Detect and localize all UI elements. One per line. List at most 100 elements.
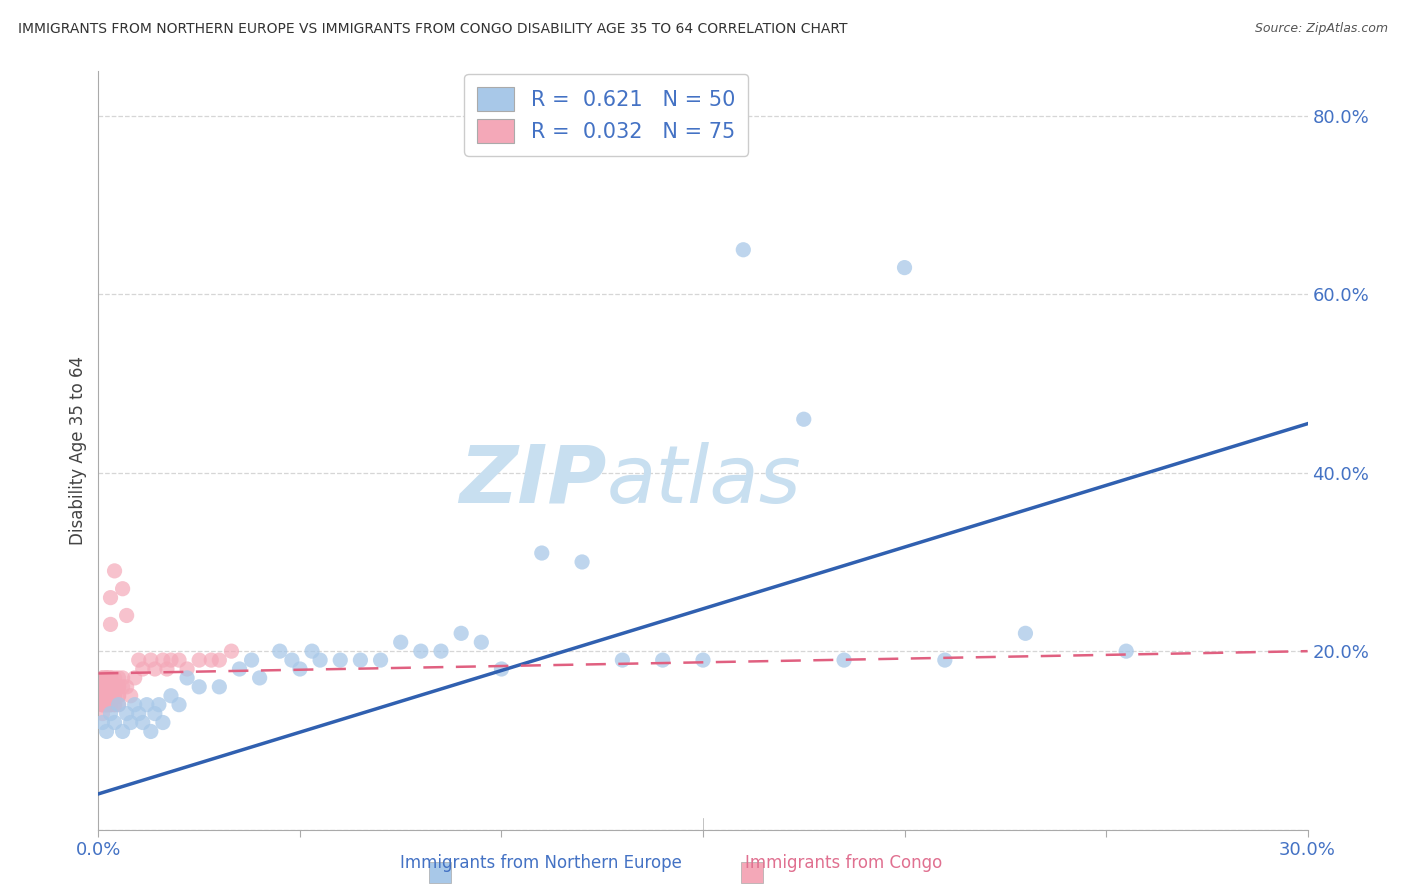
Point [188,653,211,667]
Point [96,680,118,694]
Point [107,680,129,694]
Point [120,715,142,730]
Point [1014,626,1036,640]
Point [389,635,412,649]
Point [91,671,114,685]
Point [188,680,211,694]
Point [111,680,134,694]
Point [103,698,125,712]
Point [96,698,118,712]
Point [100,698,122,712]
Point [103,689,125,703]
Point [103,689,125,703]
Point [103,698,125,712]
Point [111,724,134,739]
Point [934,653,956,667]
Point [91,698,114,712]
Point [115,706,138,721]
Point [107,689,129,703]
Point [491,662,513,676]
Point [115,680,138,694]
Point [107,689,129,703]
Point [156,662,179,676]
Point [430,644,453,658]
Point [208,653,231,667]
Point [571,555,593,569]
Point [96,671,118,685]
Point [143,706,166,721]
Point [167,653,190,667]
Point [148,698,170,712]
Point [91,706,114,721]
Text: Source: ZipAtlas.com: Source: ZipAtlas.com [1254,22,1388,36]
Point [128,653,150,667]
Text: Immigrants from Congo: Immigrants from Congo [745,855,942,872]
Point [96,689,118,703]
Point [288,662,311,676]
Point [96,680,118,694]
Point [107,698,129,712]
Point [135,698,157,712]
Point [96,689,118,703]
Point [96,698,118,712]
Point [470,635,492,649]
Point [370,653,392,667]
Point [100,591,122,605]
Point [143,662,166,676]
Legend: R =  0.621   N = 50, R =  0.032   N = 75: R = 0.621 N = 50, R = 0.032 N = 75 [464,74,748,155]
Point [111,671,134,685]
Point [100,706,122,721]
Point [96,671,118,685]
Point [832,653,855,667]
Point [115,608,138,623]
Point [100,689,122,703]
Point [450,626,472,640]
Point [103,671,125,685]
Point [100,671,122,685]
Point [100,680,122,694]
Point [139,653,162,667]
Point [100,698,122,712]
Point [91,671,114,685]
Point [893,260,915,275]
Point [240,653,263,667]
Point [409,644,432,658]
Point [100,680,122,694]
Y-axis label: Disability Age 35 to 64: Disability Age 35 to 64 [69,356,87,545]
Point [1115,644,1137,658]
Point [96,689,118,703]
Point [208,680,231,694]
Point [160,689,183,703]
Point [100,689,122,703]
Point [301,644,323,658]
Point [91,680,114,694]
Point [100,680,122,694]
Point [100,689,122,703]
Point [107,680,129,694]
Point [91,715,114,730]
Point [200,653,222,667]
Point [100,698,122,712]
Point [228,662,250,676]
Point [96,680,118,694]
Point [132,715,155,730]
Text: Immigrants from Northern Europe: Immigrants from Northern Europe [401,855,682,872]
Point [120,689,142,703]
Point [221,644,243,658]
Point [651,653,673,667]
Point [281,653,304,667]
Point [103,564,125,578]
Point [107,698,129,712]
Point [249,671,271,685]
Point [124,698,146,712]
Text: atlas: atlas [606,442,801,520]
Point [160,653,183,667]
Point [111,582,134,596]
Point [309,653,332,667]
Point [96,724,118,739]
Point [530,546,553,560]
Point [100,689,122,703]
Point [329,653,352,667]
Point [89,684,111,698]
Point [103,715,125,730]
